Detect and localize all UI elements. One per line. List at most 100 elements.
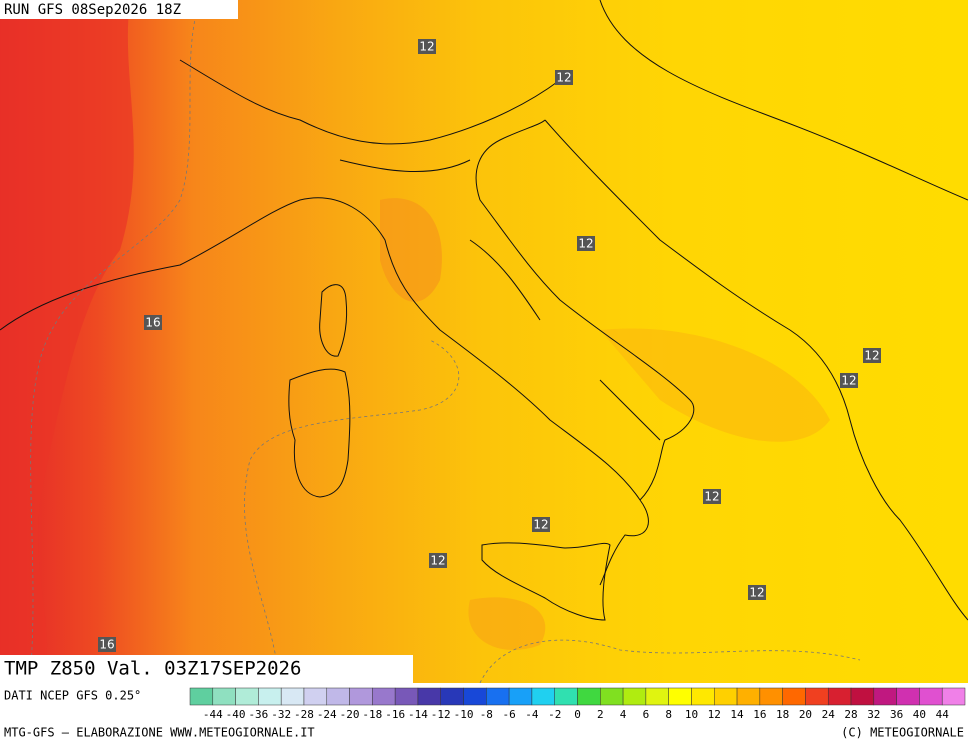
colorbar-label: 20 (799, 708, 812, 721)
colorbar-label: -44 (203, 708, 223, 721)
colorbar-cell (554, 687, 578, 706)
colorbar-label: -12 (431, 708, 451, 721)
warm-area (468, 597, 546, 650)
contour-label: 12 (749, 586, 764, 600)
warm-area (380, 198, 442, 302)
colorbar-cell (782, 687, 806, 706)
colorbar-label: -4 (525, 708, 539, 721)
contours (29, 0, 861, 684)
contour-label: 12 (704, 490, 719, 504)
data-source: DATI NCEP GFS 0.25° (4, 689, 141, 703)
colorbar-cell (600, 687, 624, 706)
colorbar-cell (531, 687, 555, 706)
colorbar-cell (235, 687, 259, 706)
colorbar-cell (440, 687, 464, 706)
colorbar-label: 0 (574, 708, 581, 721)
colorbar-cell (736, 687, 761, 706)
colorbar-label: 10 (685, 708, 698, 721)
colorbar-label: 40 (913, 708, 926, 721)
colorbar-label: 18 (776, 708, 789, 721)
colorbar-label: -40 (226, 708, 246, 721)
contour-label: 12 (841, 374, 856, 388)
colorbar-cell (463, 687, 487, 706)
contour-label: 12 (578, 237, 593, 251)
contour-label: 12 (419, 40, 434, 54)
colorbar-cell (668, 687, 692, 706)
colorbar-cell (941, 687, 966, 706)
colorbar-cell (827, 687, 852, 706)
temperature-field (0, 0, 968, 683)
warm-area (0, 0, 134, 683)
colorbar-cell (714, 687, 738, 706)
contour-label-box (748, 585, 766, 600)
colorbar-label: 16 (753, 708, 766, 721)
colorbar-cell (691, 687, 715, 706)
colorbar-label: 4 (620, 708, 627, 721)
colorbar-cell (896, 687, 920, 706)
colorbar-cell (349, 687, 373, 706)
colorbar-label: 12 (708, 708, 721, 721)
colorbar-cell (508, 687, 533, 706)
contour-label-box (863, 348, 881, 363)
colorbar-label: 2 (597, 708, 604, 721)
colorbar: -44 -40 -36 -32 -28 -24 -20 -18 -16 -14 -12 -10 -8 -6… (189, 687, 966, 721)
colorbar-cell (417, 687, 441, 706)
colorbar-cell (303, 687, 328, 706)
colorbar-cell (645, 687, 669, 706)
colorbar-label: 6 (643, 708, 650, 721)
contour-label: 12 (864, 349, 879, 363)
contour-labels: 12 12 12 12 12 12 12 12 12 16 16 (98, 39, 881, 652)
colorbar-label: -16 (385, 708, 405, 721)
colorbar-cell (622, 687, 647, 706)
contour-label-box (840, 373, 858, 388)
colorbar-cell (850, 687, 875, 706)
contour-label-box (532, 517, 550, 532)
colorbar-label: -18 (362, 708, 382, 721)
colorbar-cell (759, 687, 783, 706)
colorbar-label: -24 (317, 708, 337, 721)
colorbar-label: -20 (340, 708, 360, 721)
colorbar-cell (394, 687, 419, 706)
colorbar-cell (577, 687, 601, 706)
colorbar-label: -32 (271, 708, 291, 721)
colorbar-cell (280, 687, 305, 706)
colorbar-cell (189, 687, 214, 706)
map-title: TMP Z850 Val. 03Z17SEP2026 (4, 658, 301, 680)
colorbar-cell (326, 687, 350, 706)
colorbar-label: 44 (936, 708, 950, 721)
contour-label: 12 (430, 554, 445, 568)
contour-label: 16 (145, 316, 160, 330)
colorbar-cell (486, 687, 510, 706)
contour-label-box (144, 315, 162, 330)
credit: MTG-GFS — ELABORAZIONE WWW.METEOGIORNALE… (4, 726, 315, 740)
colorbar-label: 24 (822, 708, 836, 721)
colorbar-label: 28 (844, 708, 857, 721)
contour-label: 12 (533, 518, 548, 532)
colorbar-label: 32 (867, 708, 880, 721)
colorbar-cell (805, 687, 829, 706)
colorbar-label: 36 (890, 708, 903, 721)
header-box (0, 0, 238, 19)
colorbar-label: -8 (480, 708, 493, 721)
contour-label-box (555, 70, 573, 85)
colorbar-label: -6 (502, 708, 515, 721)
colorbar-cell (873, 687, 897, 706)
contour-label-box (418, 39, 436, 54)
contour-label-box (577, 236, 595, 251)
colorbar-cell (372, 687, 396, 706)
colorbar-cell (212, 687, 236, 706)
contour-label: 16 (99, 638, 114, 652)
colorbar-cell (919, 687, 943, 706)
colorbar-label: -10 (454, 708, 474, 721)
colorbar-cell (258, 687, 282, 706)
colorbar-label: 8 (665, 708, 672, 721)
colorbar-label: -14 (408, 708, 428, 721)
colorbar-label: 14 (730, 708, 744, 721)
copyright: (C) METEOGIORNALE (841, 726, 964, 740)
title-box (0, 655, 413, 683)
run-label: RUN GFS 08Sep2026 18Z (4, 2, 181, 18)
colorbar-label: -36 (248, 708, 268, 721)
contour-label-box (429, 553, 447, 568)
map: 12 12 12 12 12 12 12 12 12 16 16 (0, 0, 968, 684)
coastlines (0, 0, 968, 621)
